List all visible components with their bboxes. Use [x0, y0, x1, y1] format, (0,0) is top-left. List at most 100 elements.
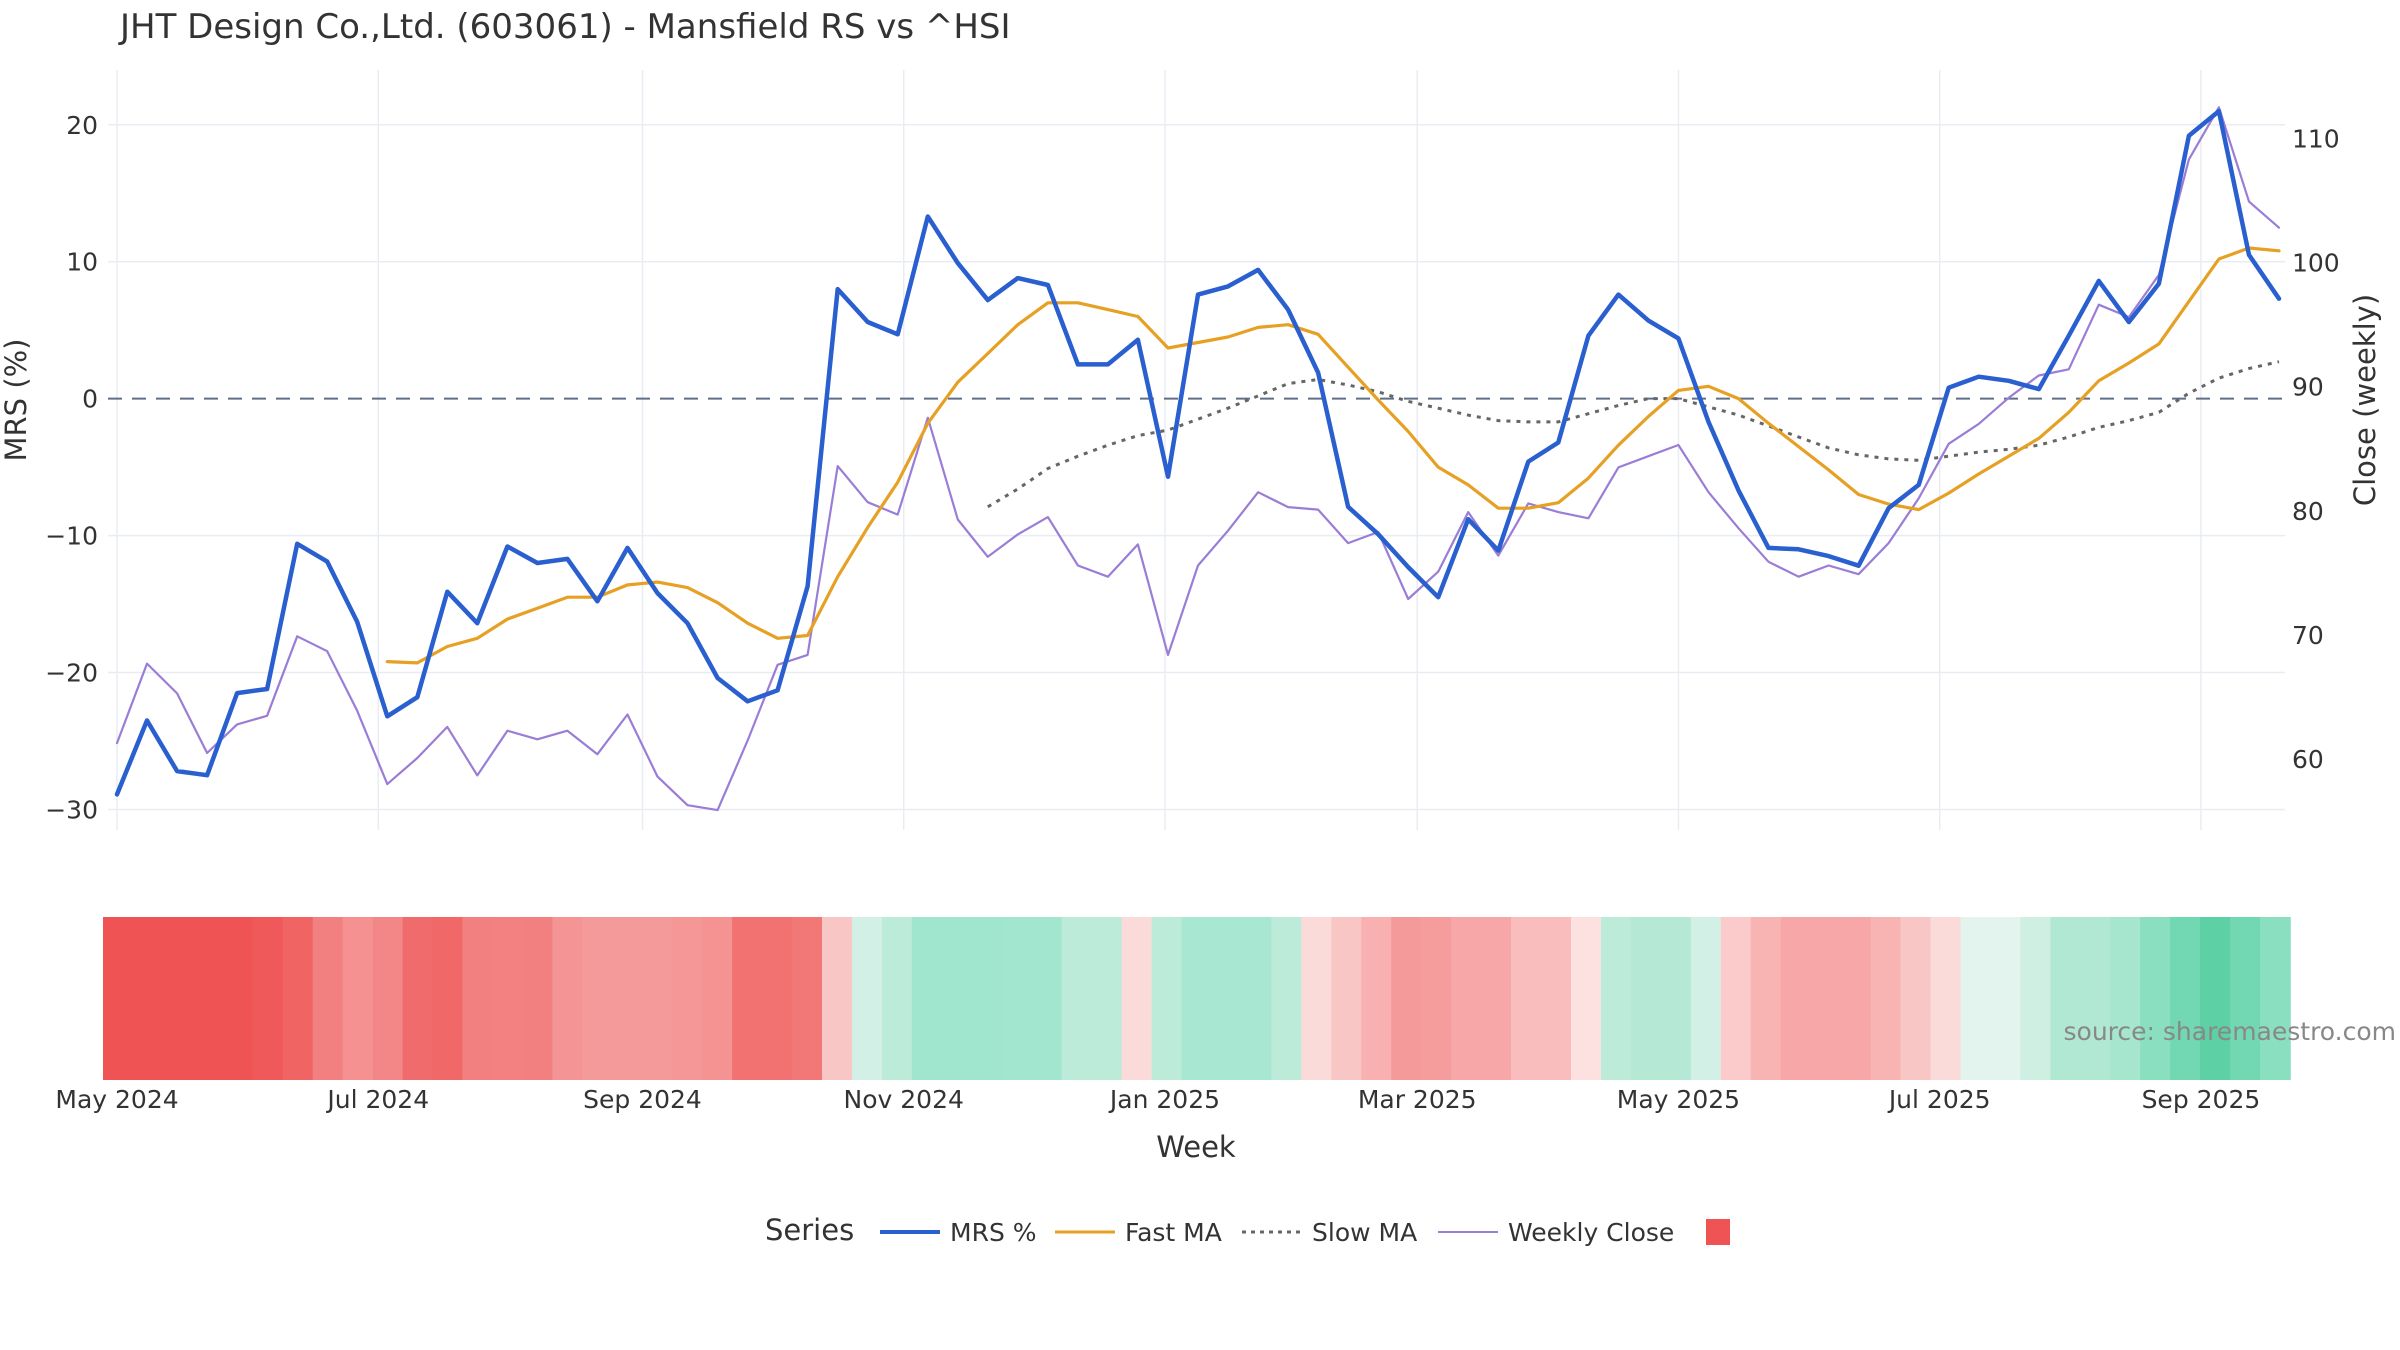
series-line-mrs: [114, 108, 2282, 797]
x-axis-ticks: May 2024 Jul 2024 Sep 2024 Nov 2024 Jan 2025…: [55, 1085, 2260, 1114]
x-axis-title: Week: [1156, 1130, 1236, 1164]
heatmap-cell: [1900, 917, 1932, 1080]
heatmap-cell: [612, 917, 644, 1080]
heatmap-cell: [1121, 917, 1153, 1080]
heatmap-cell: [2110, 917, 2142, 1080]
series-line-weekly-close: [115, 106, 2281, 812]
heatmap-cell: [372, 917, 404, 1080]
heatmap-cell: [1391, 917, 1422, 1080]
heatmap-cell: [342, 917, 374, 1080]
series-layer: [114, 106, 2282, 812]
heatmap-cell: [1001, 917, 1033, 1080]
heatmap-cell: [1840, 917, 1872, 1080]
grid: [108, 70, 2285, 830]
y2-axis-title: Close (weekly): [2348, 294, 2382, 506]
heatmap-cell: [1810, 917, 1842, 1080]
y-axis-title: MRS (%): [0, 339, 33, 462]
x-tick-label: Sep 2024: [583, 1085, 702, 1114]
heatmap-cell: [1091, 917, 1123, 1080]
series-line-slow-ma: [987, 360, 2280, 509]
legend: Series MRS % Fast MA Slow MA Weekly Clos…: [765, 1213, 1730, 1247]
heatmap-cell: [432, 917, 464, 1080]
x-tick-label: Nov 2024: [844, 1085, 964, 1114]
heatmap-cell: [1870, 917, 1902, 1080]
heatmap-cell: [1181, 917, 1213, 1080]
heatmap-cell: [1630, 917, 1662, 1080]
y-axis-ticks: 20 10 0 −10 −20 −30: [45, 111, 98, 825]
x-tick-label: Jul 2025: [1887, 1085, 1991, 1114]
heatmap-cell: [1960, 917, 1992, 1080]
heatmap-cell: [312, 917, 344, 1080]
heatmap-cell: [2170, 917, 2201, 1080]
y2-tick-label: 80: [2292, 497, 2324, 526]
heatmap-cell: [1600, 917, 1632, 1080]
heatmap-cell: [1301, 917, 1333, 1080]
heatmap-cell: [911, 917, 943, 1080]
heatmap-cell: [1361, 917, 1393, 1080]
y2-tick-label: 70: [2292, 621, 2324, 650]
heatmap-cell: [1570, 917, 1602, 1080]
heatmap-cell: [1780, 917, 1812, 1080]
heatmap-cell: [1031, 917, 1063, 1080]
heatmap-cell: [2230, 917, 2261, 1080]
legend-swatch-mrs-band: [1706, 1219, 1730, 1245]
legend-label-weekly-close: Weekly Close: [1508, 1218, 1674, 1247]
mrs-heatmap-strip: [103, 917, 2291, 1080]
heatmap-cell: [1211, 917, 1243, 1080]
x-tick-label: Jan 2025: [1108, 1085, 1220, 1114]
heatmap-cell: [132, 917, 164, 1080]
y-tick-label: 10: [66, 248, 98, 277]
heatmap-cell: [2140, 917, 2171, 1080]
x-tick-label: Jul 2024: [325, 1085, 429, 1114]
x-tick-label: May 2024: [55, 1085, 178, 1114]
heatmap-cell: [192, 917, 224, 1080]
heatmap-cell: [582, 917, 614, 1080]
heatmap-cell: [2260, 917, 2291, 1080]
heatmap-cell: [1541, 917, 1572, 1080]
chart-title: JHT Design Co.,Ltd. (603061) - Mansfield…: [118, 7, 1011, 47]
y2-tick-label: 110: [2292, 124, 2340, 153]
heatmap-cell: [2020, 917, 2052, 1080]
heatmap-cell: [1930, 917, 1962, 1080]
heatmap-cell: [851, 917, 883, 1080]
heatmap-cell: [162, 917, 194, 1080]
heatmap-cell: [822, 917, 853, 1080]
heatmap-cell: [462, 917, 494, 1080]
heatmap-cell: [2200, 917, 2231, 1080]
heatmap-cell: [702, 917, 733, 1080]
heatmap-cell: [1421, 917, 1452, 1080]
heatmap-cell: [222, 917, 254, 1080]
heatmap-cell: [971, 917, 1003, 1080]
x-tick-label: Sep 2025: [2142, 1085, 2261, 1114]
heatmap-cell: [1061, 917, 1093, 1080]
legend-title: Series: [765, 1213, 854, 1247]
y-tick-label: 20: [66, 111, 98, 140]
heatmap-cell: [1151, 917, 1183, 1080]
source-watermark: source: sharemaestro.com: [2064, 1017, 2397, 1046]
heatmap-cell: [252, 917, 284, 1080]
y-tick-label: −10: [45, 522, 98, 551]
heatmap-cell: [792, 917, 823, 1080]
x-tick-label: May 2025: [1617, 1085, 1740, 1114]
heatmap-cell: [522, 917, 554, 1080]
heatmap-cell: [1271, 917, 1303, 1080]
y2-tick-label: 100: [2292, 248, 2340, 277]
heatmap-cell: [1990, 917, 2022, 1080]
series-line-fast-ma: [385, 246, 2281, 665]
x-tick-label: Mar 2025: [1358, 1085, 1477, 1114]
legend-label-mrs: MRS %: [950, 1218, 1037, 1247]
heatmap-cell: [552, 917, 584, 1080]
heatmap-cell: [1331, 917, 1363, 1080]
legend-label-slow-ma: Slow MA: [1312, 1218, 1417, 1247]
heatmap-cell: [402, 917, 434, 1080]
heatmap-cell: [881, 917, 913, 1080]
heatmap-cell: [103, 917, 134, 1080]
heatmap-cell: [1511, 917, 1542, 1080]
heatmap-cell: [282, 917, 314, 1080]
heatmap-cell: [672, 917, 703, 1080]
heatmap-cell: [1241, 917, 1273, 1080]
heatmap-cell: [642, 917, 674, 1080]
heatmap-cell: [1660, 917, 1692, 1080]
y-tick-label: −20: [45, 659, 98, 688]
